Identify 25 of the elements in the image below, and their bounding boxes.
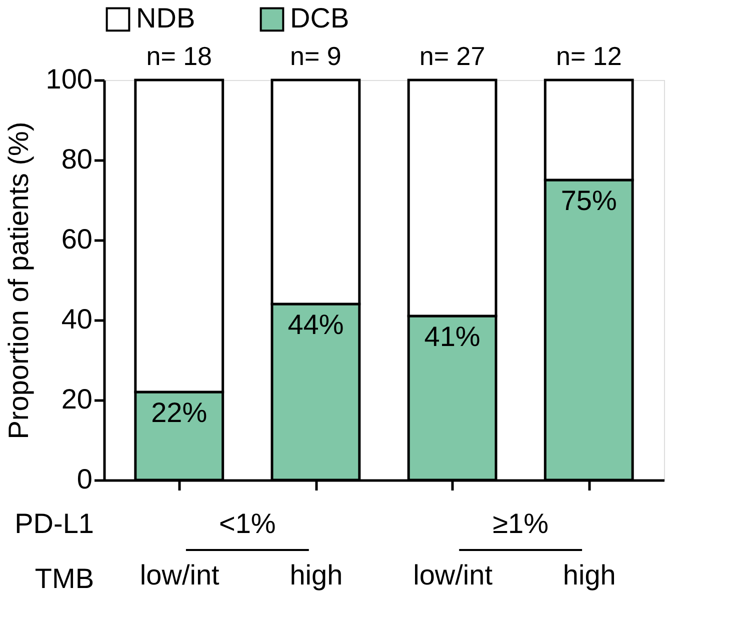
text: TMB [34, 563, 94, 594]
y-axis-title: Proportion of patients (%) [2, 122, 34, 440]
y-tick-label: 0 [76, 464, 92, 494]
text: n= 9 [290, 41, 342, 71]
data-label: 22% [151, 397, 208, 428]
y-tick-label: 60 [61, 224, 92, 254]
text: n= 27 [419, 41, 486, 71]
x-tick-label: high [290, 560, 343, 590]
legend-label: DCB [290, 2, 350, 34]
y-tick-label: 20 [61, 384, 92, 414]
data-label: 41% [424, 321, 480, 352]
y-tick-label: 100 [46, 64, 92, 94]
y-tick-label: 80 [61, 144, 92, 174]
x-tick-label: low/int [413, 560, 493, 590]
y-tick-label: 40 [61, 304, 92, 334]
data-label: 44% [288, 309, 344, 340]
text: ≥1% [492, 508, 549, 539]
x-tick-label: high [562, 560, 616, 590]
x-tick-label: low/int [140, 560, 220, 590]
legend-label: NDB [136, 2, 196, 34]
text: PD-L1 [14, 508, 94, 539]
text: n= 18 [146, 41, 212, 71]
text: <1% [219, 508, 276, 539]
text: n= 12 [556, 41, 622, 71]
data-label: 75% [560, 185, 617, 216]
